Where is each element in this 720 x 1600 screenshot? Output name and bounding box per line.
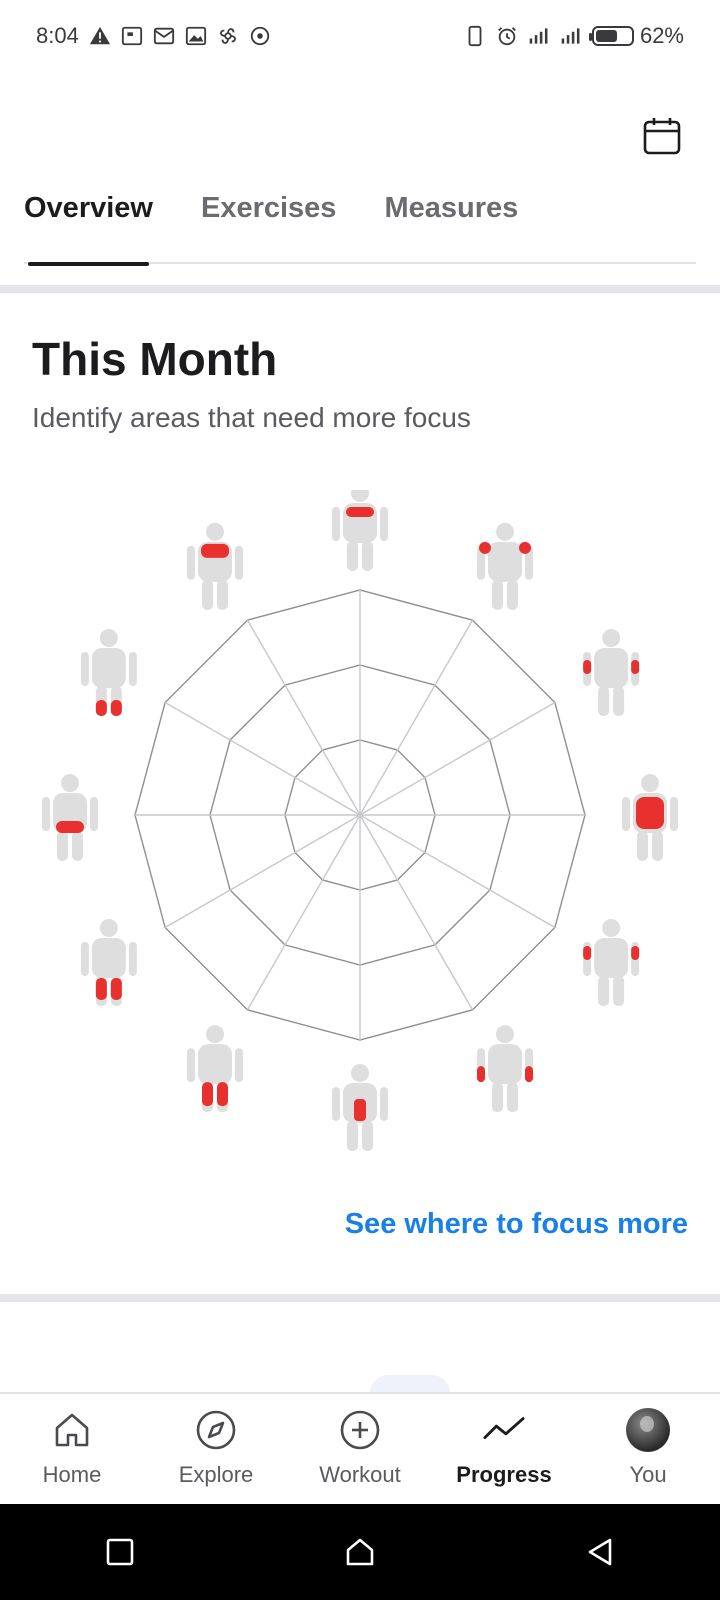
- home-icon: [50, 1408, 94, 1452]
- pinwheel-icon: [217, 25, 239, 47]
- radar-spoke-hamstrings: [164, 814, 361, 929]
- mail-icon: [153, 25, 175, 47]
- avatar-wrap: [626, 1408, 670, 1452]
- warning-icon: [89, 25, 111, 47]
- tab-overview[interactable]: Overview: [24, 180, 153, 266]
- nav-workout[interactable]: Workout: [288, 1394, 432, 1504]
- avatar: [626, 1408, 670, 1452]
- battery-icon: [588, 26, 634, 46]
- muscle-figure-biceps: [583, 919, 640, 1006]
- trend-icon: [482, 1408, 526, 1452]
- muscle-figure-chest: [332, 490, 388, 571]
- tab-exercises[interactable]: Exercises: [200, 192, 337, 224]
- radar-spoke-calves: [164, 701, 361, 816]
- radar-web: [134, 589, 586, 1041]
- nav-home[interactable]: Home: [0, 1394, 144, 1504]
- nav-you-label: You: [629, 1462, 667, 1487]
- recents-button[interactable]: [96, 1528, 144, 1576]
- compass-icon: [194, 1408, 238, 1452]
- page-subtitle: Identify areas that need more focus: [32, 402, 471, 433]
- signal-icon-2: [560, 25, 582, 47]
- muscle-figure-glutes: [42, 774, 98, 861]
- nav-explore[interactable]: Explore: [144, 1394, 288, 1504]
- muscle-figure-triceps: [583, 629, 640, 716]
- muscle-figure-calves: [80, 629, 137, 716]
- calendar-icon: [643, 118, 681, 155]
- house-outline-icon: [346, 1538, 374, 1566]
- radar-spoke-forearms: [359, 814, 474, 1011]
- radar-spoke-shoulders: [359, 619, 474, 816]
- page-title: This Month: [32, 333, 278, 385]
- system-nav-bar: [0, 1504, 720, 1600]
- radar-spoke-triceps: [359, 701, 556, 816]
- battery-indicator: 62%: [588, 23, 684, 49]
- target-icon: [249, 25, 271, 47]
- status-left: 8:04: [36, 23, 271, 49]
- tab-measures[interactable]: Measures: [384, 192, 519, 224]
- image-icon: [185, 25, 207, 47]
- nav-home-label: Home: [42, 1462, 102, 1487]
- section-divider: [0, 285, 720, 293]
- muscle-figure-quads: [187, 1025, 243, 1113]
- plus-circle-icon: [338, 1408, 382, 1452]
- status-bar: 8:04: [0, 0, 720, 72]
- muscle-figure-abs: [332, 1064, 388, 1151]
- calendar-button[interactable]: [638, 112, 686, 160]
- bottom-nav: Home Explore Workout Progress You: [0, 1392, 720, 1504]
- signal-icon-1: [528, 25, 550, 47]
- status-right: 62%: [464, 23, 684, 49]
- tab-bar: Overview Exercises Measures: [24, 180, 696, 266]
- app-notification-icon: [121, 25, 143, 47]
- muscle-radar-chart: [42, 490, 678, 1151]
- nav-progress-label: Progress: [456, 1462, 552, 1487]
- triangle-back-icon: [588, 1538, 612, 1566]
- muscle-figure-back: [622, 774, 678, 861]
- status-time: 8:04: [36, 23, 79, 48]
- nav-explore-label: Explore: [178, 1462, 254, 1487]
- home-system-button[interactable]: [336, 1528, 384, 1576]
- muscle-figure-upper-back: [187, 522, 243, 610]
- radar-spoke-upper-back: [246, 619, 361, 816]
- nav-workout-label: Workout: [319, 1462, 401, 1487]
- phone-vibrate-icon: [464, 25, 486, 47]
- nav-you[interactable]: You: [576, 1394, 720, 1504]
- muscle-figure-forearms: [477, 1025, 533, 1113]
- muscle-figure-shoulders: [477, 522, 533, 610]
- nav-progress[interactable]: Progress: [432, 1394, 576, 1504]
- section-divider-2: [0, 1294, 720, 1302]
- alarm-icon: [496, 25, 518, 47]
- radar-spoke-quads: [246, 814, 361, 1011]
- partial-card: [370, 1375, 450, 1393]
- back-button[interactable]: [576, 1528, 624, 1576]
- muscle-figures: [42, 490, 678, 1151]
- radar-spoke-biceps: [359, 814, 556, 929]
- muscle-figure-hamstrings: [80, 919, 137, 1006]
- see-focus-link[interactable]: See where to focus more: [344, 1208, 688, 1240]
- square-icon: [106, 1538, 134, 1566]
- battery-percent: 62%: [639, 23, 684, 48]
